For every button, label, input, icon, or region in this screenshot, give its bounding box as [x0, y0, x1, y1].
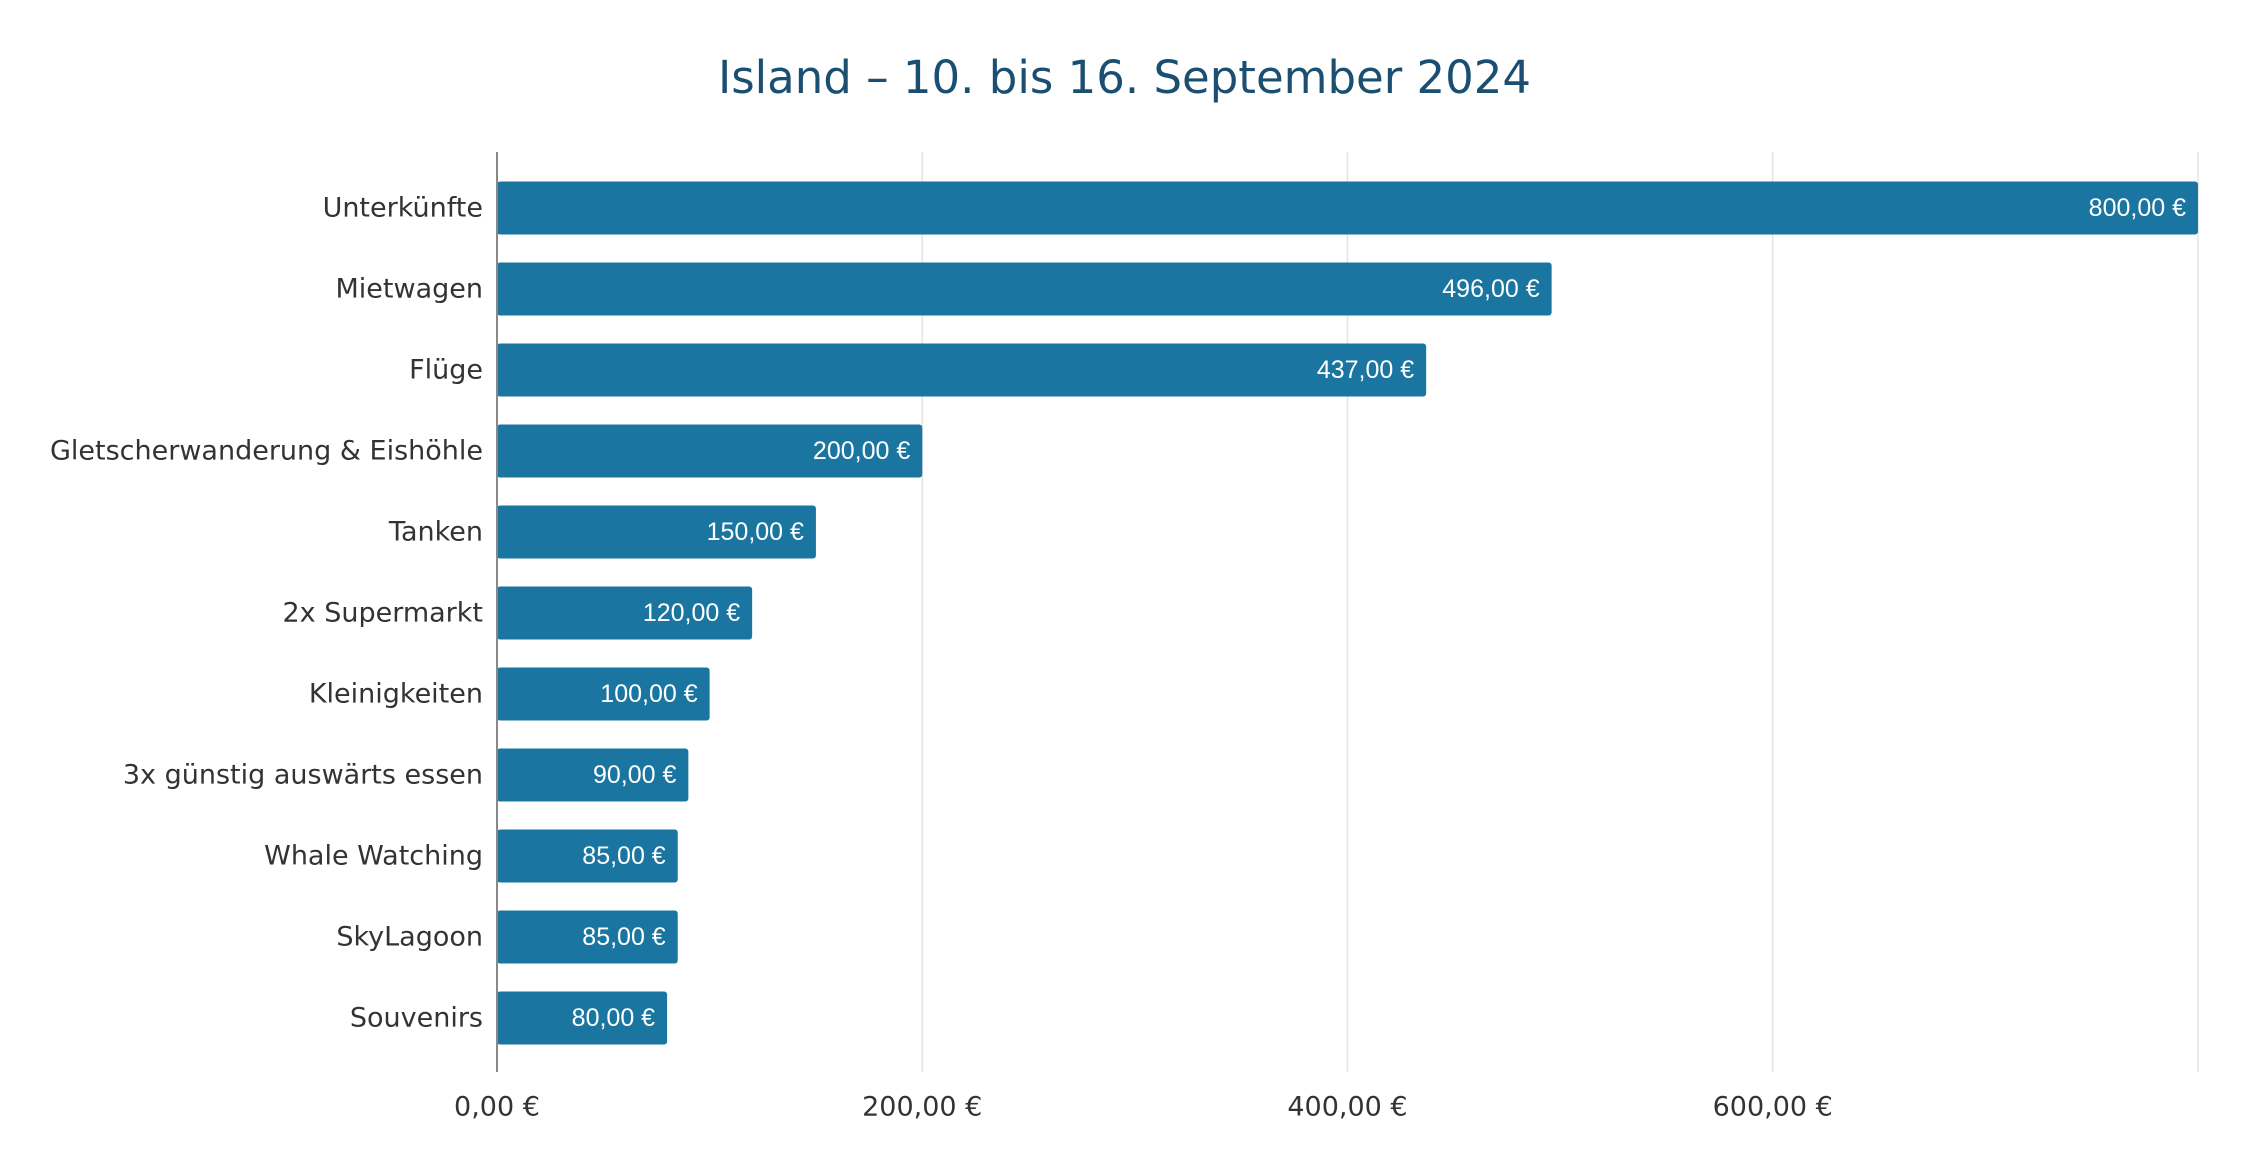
- category-label: Souvenirs: [350, 1003, 483, 1034]
- bar-value-label: 85,00 €: [582, 842, 666, 870]
- x-tick-label: 400,00 €: [1287, 1092, 1407, 1123]
- bar-value-label: 200,00 €: [813, 437, 910, 465]
- category-label: Gletscherwanderung & Eishöhle: [50, 436, 483, 467]
- bar-value-label: 90,00 €: [593, 761, 677, 789]
- category-label: 2x Supermarkt: [282, 598, 483, 629]
- bar: [497, 343, 1427, 397]
- chart-title: Island – 10. bis 16. September 2024: [717, 51, 1532, 104]
- category-label: Kleinigkeiten: [309, 679, 483, 710]
- bar-value-label: 496,00 €: [1442, 275, 1539, 303]
- bar-value-label: 85,00 €: [582, 923, 666, 951]
- bar: [497, 586, 753, 640]
- bar: [497, 667, 710, 721]
- bar-value-label: 120,00 €: [643, 599, 740, 627]
- x-tick-label: 600,00 €: [1713, 1092, 1833, 1123]
- bar: [497, 505, 816, 559]
- bars: 800,00 € 496,00 € 437,00 € 200,00 € 150,00 €…: [497, 181, 2198, 1045]
- bar: [497, 991, 668, 1045]
- bar-value-label: 800,00 €: [2089, 194, 2186, 222]
- category-label: Flüge: [409, 355, 483, 386]
- category-label: Tanken: [388, 517, 483, 548]
- bar: [497, 829, 678, 883]
- category-labels: Unterkünfte Mietwagen Flüge Gletscherwander…: [50, 193, 483, 1034]
- x-tick-label: 0,00 €: [454, 1092, 540, 1123]
- bar-value-label: 80,00 €: [572, 1004, 656, 1032]
- category-label: Whale Watching: [264, 841, 483, 872]
- bar: [497, 262, 1552, 316]
- category-label: Mietwagen: [336, 274, 484, 305]
- bar: [497, 181, 2198, 235]
- bar: [497, 748, 689, 802]
- category-label: Unterkünfte: [323, 193, 483, 224]
- bar-value-label: 100,00 €: [600, 680, 697, 708]
- bar: [497, 910, 678, 964]
- bar-value-label: 150,00 €: [707, 518, 804, 546]
- x-tick-labels: 0,00 € 200,00 € 400,00 € 600,00 €: [454, 1092, 1833, 1123]
- category-label: 3x günstig auswärts essen: [123, 760, 483, 791]
- bar: [497, 424, 923, 478]
- x-tick-label: 200,00 €: [862, 1092, 982, 1123]
- category-label: SkyLagoon: [336, 922, 483, 953]
- bar-value-label: 437,00 €: [1317, 356, 1414, 384]
